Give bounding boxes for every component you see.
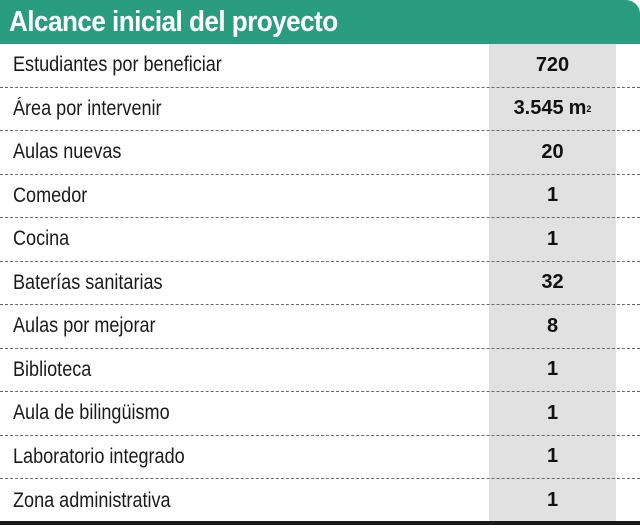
row-value: 20 (489, 131, 616, 174)
table-row: Baterías sanitarias 32 (0, 262, 640, 305)
row-value: 32 (489, 262, 616, 305)
value-number: 8 (546, 314, 559, 337)
value-number: 1 (546, 227, 559, 250)
value-column-background (489, 44, 616, 521)
row-value: 720 (489, 44, 616, 87)
row-label: Baterías sanitarias (13, 270, 163, 294)
row-value: 1 (489, 479, 616, 523)
table-row: Aulas nuevas 20 (0, 131, 640, 175)
table-row: Laboratorio integrado 1 (0, 436, 640, 479)
table-row: Aulas por mejorar 8 (0, 305, 640, 349)
row-label: Laboratorio integrado (13, 444, 185, 468)
row-label: Área por intervenir (13, 96, 162, 120)
row-value: 3.545 m 2 (489, 88, 616, 131)
value-unit: m (568, 97, 587, 120)
row-value: 1 (489, 392, 616, 435)
value-number: 720 (535, 53, 570, 76)
table-row: Biblioteca 1 (0, 349, 640, 392)
row-label: Aula de bilingüismo (13, 401, 170, 425)
table-row: Comedor 1 (0, 175, 640, 218)
row-label: Cocina (13, 227, 70, 251)
row-label: Estudiantes por beneficiar (13, 53, 222, 77)
table-row: Área por intervenir 3.545 m 2 (0, 88, 640, 131)
value-number: 1 (546, 358, 559, 381)
row-label: Biblioteca (13, 357, 92, 381)
table-header: Alcance inicial del proyecto (0, 0, 640, 44)
row-value: 1 (489, 349, 616, 392)
row-value: 1 (489, 436, 616, 479)
table-row: Cocina 1 (0, 218, 640, 262)
row-value: 8 (489, 305, 616, 348)
row-label: Zona administrativa (13, 488, 171, 512)
value-number: 32 (541, 271, 564, 294)
table-body: Estudiantes por beneficiar 720 Área por … (0, 44, 640, 523)
row-value: 1 (489, 218, 616, 261)
unit-exponent: 2 (586, 103, 592, 114)
value-number: 20 (541, 140, 564, 163)
value-number: 1 (546, 401, 559, 424)
table-title: Alcance inicial del proyecto (9, 5, 338, 38)
table-row: Estudiantes por beneficiar 720 (0, 44, 640, 88)
row-value: 1 (489, 175, 616, 218)
row-label: Aulas por mejorar (13, 314, 156, 338)
row-label: Comedor (13, 183, 88, 207)
row-label: Aulas nuevas (13, 140, 122, 164)
value-number: 1 (546, 184, 559, 207)
table-row: Aula de bilingüismo 1 (0, 392, 640, 436)
value-number: 3.545 (513, 97, 564, 120)
table-row: Zona administrativa 1 (0, 479, 640, 523)
value-number: 1 (546, 489, 559, 512)
value-number: 1 (546, 445, 559, 468)
bottom-rule (0, 521, 640, 525)
